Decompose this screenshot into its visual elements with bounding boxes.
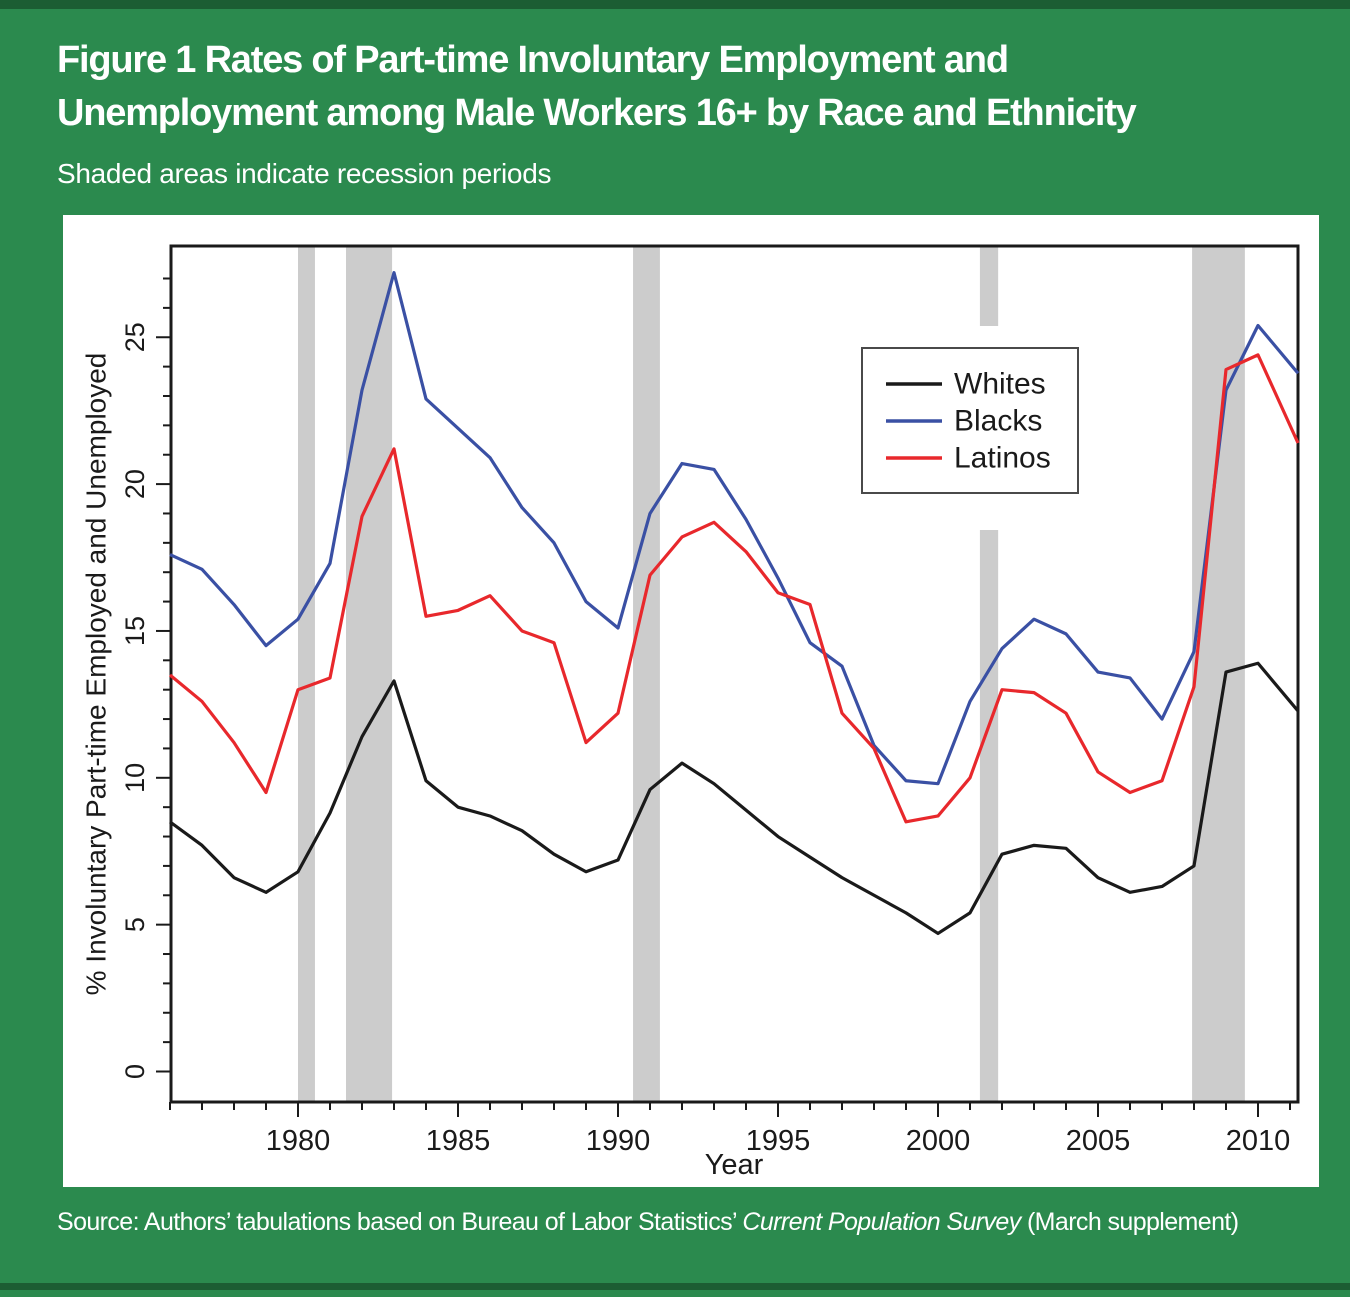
- source-prefix: Source: Authors’ tabulations based on Bu…: [57, 1208, 743, 1236]
- figure-subtitle: Shaded areas indicate recession periods: [57, 158, 552, 189]
- x-tick-label: 2010: [1226, 1125, 1291, 1157]
- series-line-whites: [169, 661, 1300, 936]
- x-tick-label: 1990: [586, 1125, 651, 1157]
- recession-band: [633, 246, 660, 1102]
- x-tick-label: 1995: [746, 1125, 811, 1157]
- top-border-strip: [0, 0, 1350, 9]
- y-axis-title: % Involuntary Part-time Employed and Une…: [81, 353, 112, 996]
- chart-panel: [63, 215, 1319, 1187]
- legend-label-whites: Whites: [954, 368, 1046, 401]
- source-suffix: (March supplement): [1020, 1208, 1239, 1236]
- y-tick-label: 15: [120, 616, 150, 646]
- recession-band: [298, 246, 315, 1102]
- series-line-blacks: [169, 271, 1300, 786]
- bottom-border-strip: [0, 1283, 1350, 1290]
- x-tick-label: 2000: [906, 1125, 971, 1157]
- legend-label-blacks: Blacks: [954, 405, 1042, 438]
- y-tick-label: 25: [120, 322, 150, 352]
- x-tick-label: 1985: [426, 1125, 491, 1157]
- x-tick-label: 1980: [266, 1125, 331, 1157]
- recession-band: [1192, 246, 1245, 1102]
- x-tick-label: 2005: [1066, 1125, 1131, 1157]
- figure-title: Figure 1 Rates of Part-time Involuntary …: [57, 34, 1237, 140]
- figure-title-line-2: Unemployment among Male Workers 16+ by R…: [57, 92, 1137, 134]
- source-italic: Current Population Survey: [742, 1208, 1021, 1236]
- legend-label-latinos: Latinos: [954, 442, 1051, 475]
- y-tick-label: 0: [120, 1064, 150, 1079]
- x-axis-title: Year: [705, 1149, 764, 1181]
- recession-band: [346, 246, 393, 1102]
- series-line-latinos: [168, 353, 1300, 824]
- source-note: Source: Authors’ tabulations based on Bu…: [57, 1208, 1307, 1237]
- y-tick-label: 10: [120, 763, 150, 793]
- figure-title-line-1: Figure 1 Rates of Part-time Involuntary …: [57, 39, 1009, 81]
- y-tick-label: 20: [120, 469, 150, 499]
- plot-border: [169, 244, 1300, 1104]
- y-tick-label: 5: [120, 917, 150, 932]
